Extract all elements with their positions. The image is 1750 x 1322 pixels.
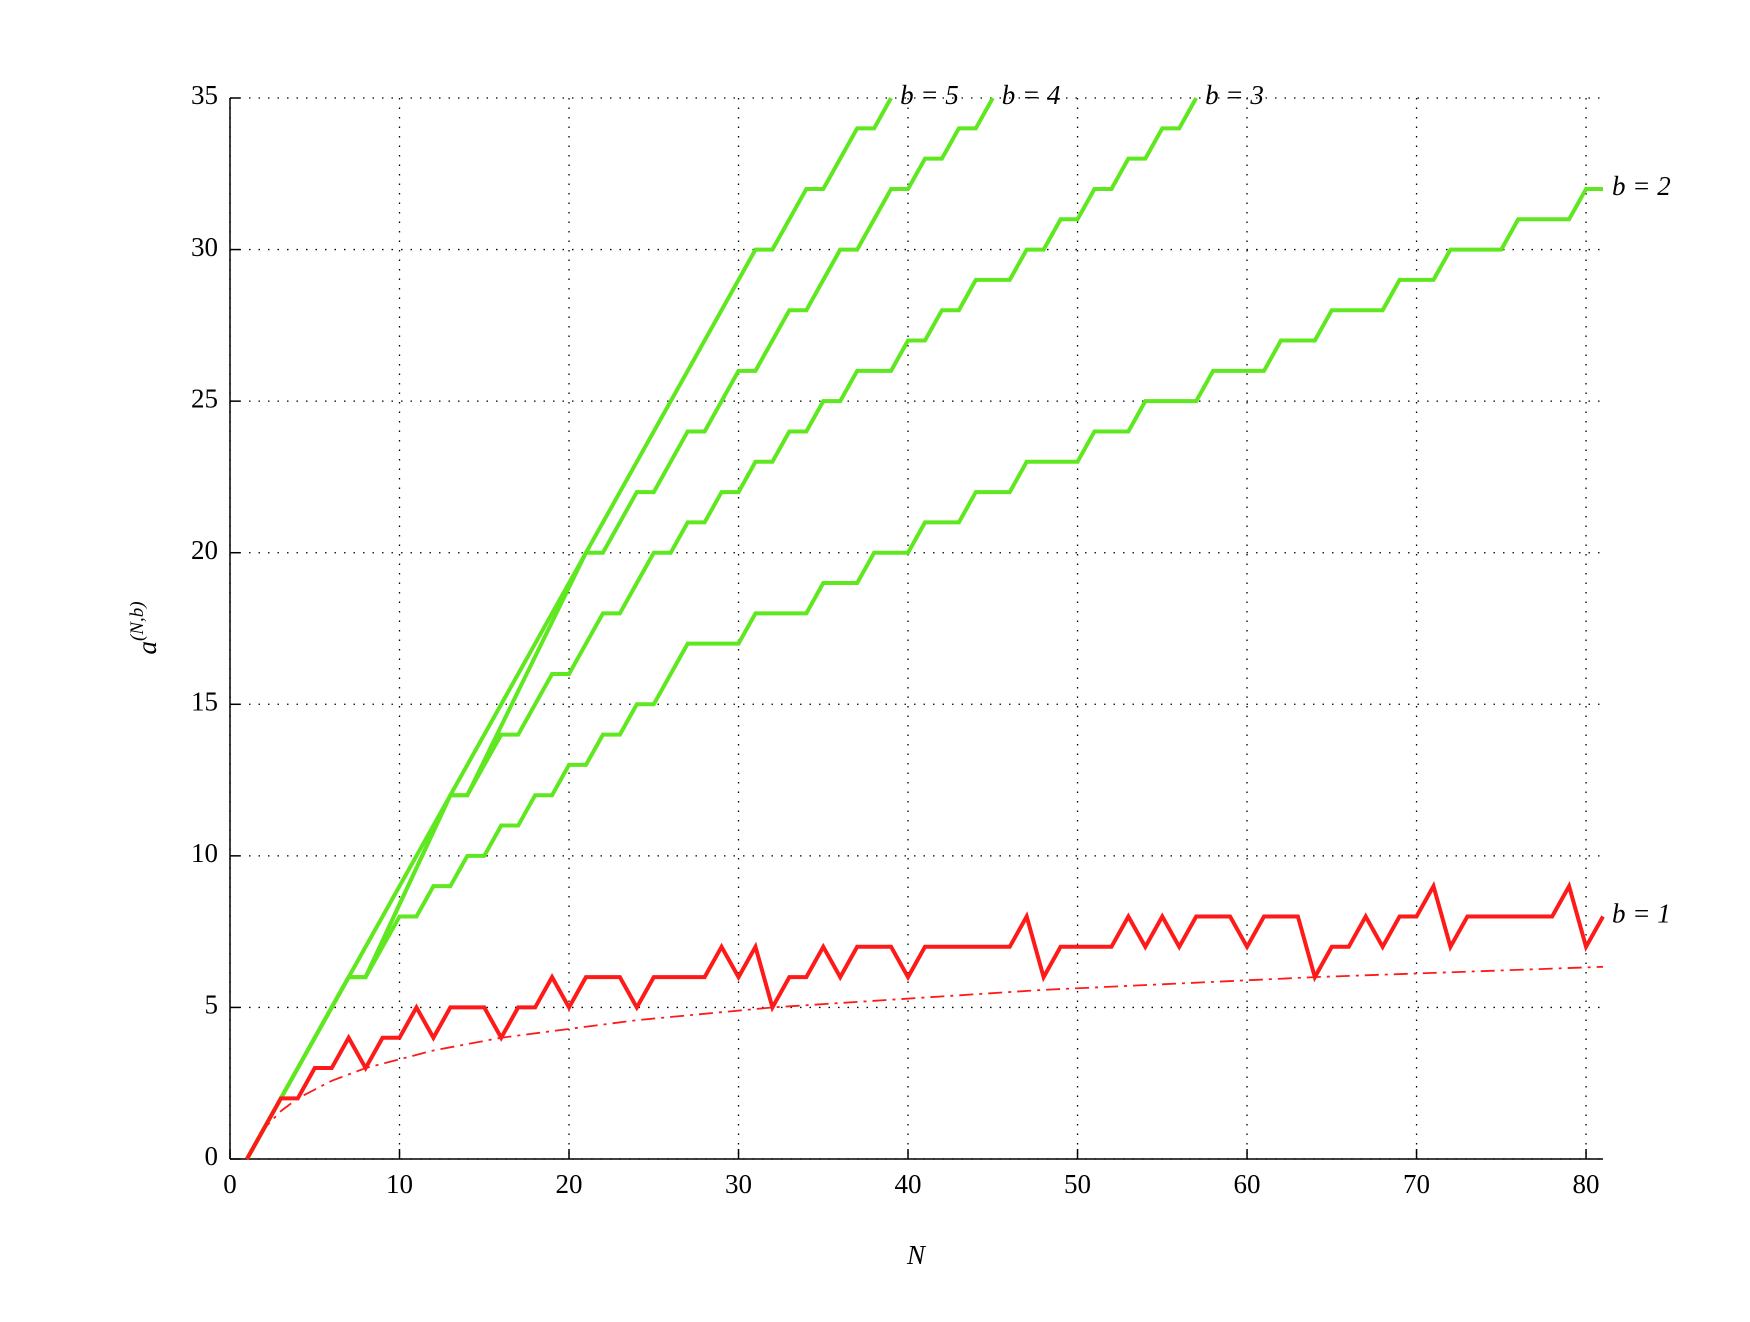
x-tick-label: 0: [223, 1169, 237, 1199]
x-tick-label: 60: [1234, 1169, 1261, 1199]
series-label: b = 4: [1002, 80, 1061, 110]
y-axis-label-base: a: [132, 641, 162, 655]
y-tick-label: 30: [191, 232, 218, 262]
x-tick-label: 20: [556, 1169, 583, 1199]
y-axis-label: a(N,b): [127, 601, 162, 654]
y-axis-label-group: a(N,b): [127, 601, 162, 654]
series-label: b = 2: [1612, 171, 1671, 201]
x-tick-label: 30: [725, 1169, 752, 1199]
x-tick-label: 70: [1403, 1169, 1430, 1199]
y-tick-label: 0: [205, 1141, 219, 1171]
x-tick-label: 50: [1064, 1169, 1091, 1199]
y-tick-label: 35: [191, 80, 218, 110]
x-axis-label: N: [906, 1240, 927, 1270]
y-tick-label: 15: [191, 686, 218, 716]
y-tick-label: 20: [191, 535, 218, 565]
series-label: b = 1: [1612, 899, 1671, 929]
y-tick-label: 25: [191, 383, 218, 413]
y-tick-label: 10: [191, 838, 218, 868]
series-line: [245, 186, 1603, 1160]
series-line: [245, 880, 1605, 1160]
y-axis-label-superscript: (N,b): [127, 601, 148, 641]
series-label: b = 5: [900, 80, 959, 110]
x-tick-label: 10: [386, 1169, 413, 1199]
series-label: b = 3: [1205, 80, 1264, 110]
series-line: [245, 97, 893, 1160]
x-tick-label: 80: [1573, 1169, 1600, 1199]
series-line: [245, 97, 1198, 1160]
x-tick-label: 40: [895, 1169, 922, 1199]
y-tick-label: 5: [205, 990, 219, 1020]
reference-curve: [246, 965, 1604, 1160]
